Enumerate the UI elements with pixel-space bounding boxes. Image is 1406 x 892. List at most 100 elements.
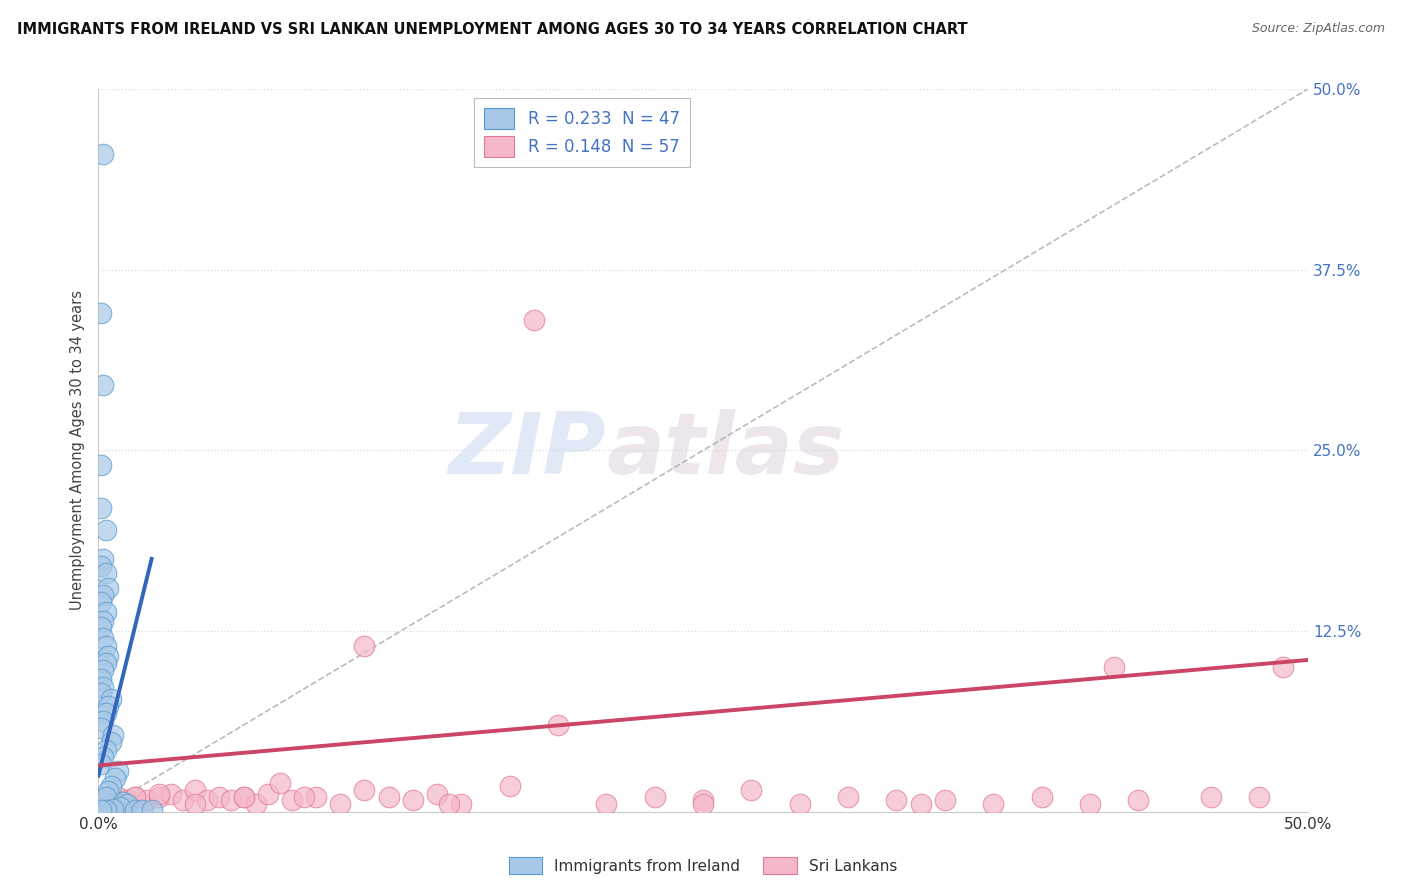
Point (498, 779, 520, 793)
Point (124, 803, 146, 817)
Point (91, 588, 114, 602)
Point (90, 595, 112, 609)
Point (94, 523, 117, 537)
Point (101, 802, 124, 816)
Point (100, 797, 122, 812)
Point (910, 797, 932, 812)
Point (91, 147, 114, 161)
Point (90, 559, 112, 574)
Point (221, 793, 243, 807)
Point (90, 757, 112, 772)
Point (91, 378, 114, 392)
Point (256, 788, 278, 802)
Point (90, 306, 112, 320)
Point (104, 772, 127, 786)
Point (111, 795, 134, 809)
Point (595, 797, 617, 812)
Point (94, 706, 117, 721)
Point (195, 793, 218, 807)
Point (97, 648, 120, 663)
Point (692, 797, 714, 812)
Point (377, 790, 399, 805)
Point (232, 790, 254, 805)
Point (124, 790, 146, 805)
Point (1031, 790, 1053, 805)
Point (94, 790, 117, 805)
Point (94, 656, 117, 670)
Point (131, 797, 153, 812)
Point (135, 793, 157, 807)
Point (547, 718, 569, 732)
Point (692, 793, 714, 807)
Point (148, 790, 170, 805)
Point (281, 793, 304, 807)
Point (437, 797, 460, 812)
Point (111, 797, 134, 812)
Point (94, 639, 117, 653)
Point (100, 735, 122, 749)
Point (450, 797, 472, 812)
Point (97, 784, 120, 798)
Point (124, 790, 146, 805)
Point (353, 783, 375, 797)
Point (789, 797, 811, 812)
Point (90, 672, 112, 686)
Point (90, 803, 112, 817)
Point (94, 566, 117, 581)
Point (94, 742, 117, 756)
Point (740, 783, 762, 797)
Point (104, 797, 127, 812)
Point (353, 639, 375, 653)
Point (90, 686, 112, 700)
Point (232, 790, 254, 805)
Point (94, 793, 117, 807)
Point (90, 721, 112, 735)
Point (292, 790, 315, 805)
Point (91, 749, 114, 764)
Point (90, 620, 112, 634)
Point (90, 501, 112, 516)
Point (97, 699, 120, 714)
Point (91, 551, 114, 566)
Point (1199, 790, 1222, 805)
Point (245, 797, 267, 812)
Point (305, 790, 328, 805)
Point (329, 797, 352, 812)
Point (934, 793, 956, 807)
Point (97, 581, 120, 595)
Point (100, 692, 122, 706)
Point (91, 614, 114, 628)
Point (148, 788, 170, 802)
Point (91, 714, 114, 728)
Point (1102, 660, 1125, 674)
Point (402, 793, 425, 807)
Y-axis label: Unemployment Among Ages 30 to 34 years: Unemployment Among Ages 30 to 34 years (69, 291, 84, 610)
Legend: Immigrants from Ireland, Sri Lankans: Immigrants from Ireland, Sri Lankans (502, 851, 904, 880)
Point (837, 790, 859, 805)
Point (141, 803, 163, 817)
Point (101, 728, 124, 742)
Point (90, 458, 112, 472)
Point (426, 788, 449, 802)
Point (100, 779, 122, 793)
Point (1078, 797, 1101, 812)
Point (160, 788, 183, 802)
Point (1128, 793, 1150, 807)
Point (91, 663, 114, 677)
Point (184, 797, 207, 812)
Point (1249, 790, 1271, 805)
Point (208, 790, 231, 805)
Point (1272, 660, 1295, 674)
Point (172, 793, 194, 807)
Point (91, 632, 114, 646)
Point (108, 800, 131, 814)
Point (886, 793, 908, 807)
Point (91, 681, 114, 695)
Point (644, 790, 666, 805)
Text: IMMIGRANTS FROM IRELAND VS SRI LANKAN UNEMPLOYMENT AMONG AGES 30 TO 34 YEARS COR: IMMIGRANTS FROM IRELAND VS SRI LANKAN UN… (17, 22, 967, 37)
Point (184, 783, 207, 797)
Point (117, 793, 139, 807)
Point (107, 790, 129, 805)
Point (523, 313, 546, 327)
Point (94, 605, 117, 619)
